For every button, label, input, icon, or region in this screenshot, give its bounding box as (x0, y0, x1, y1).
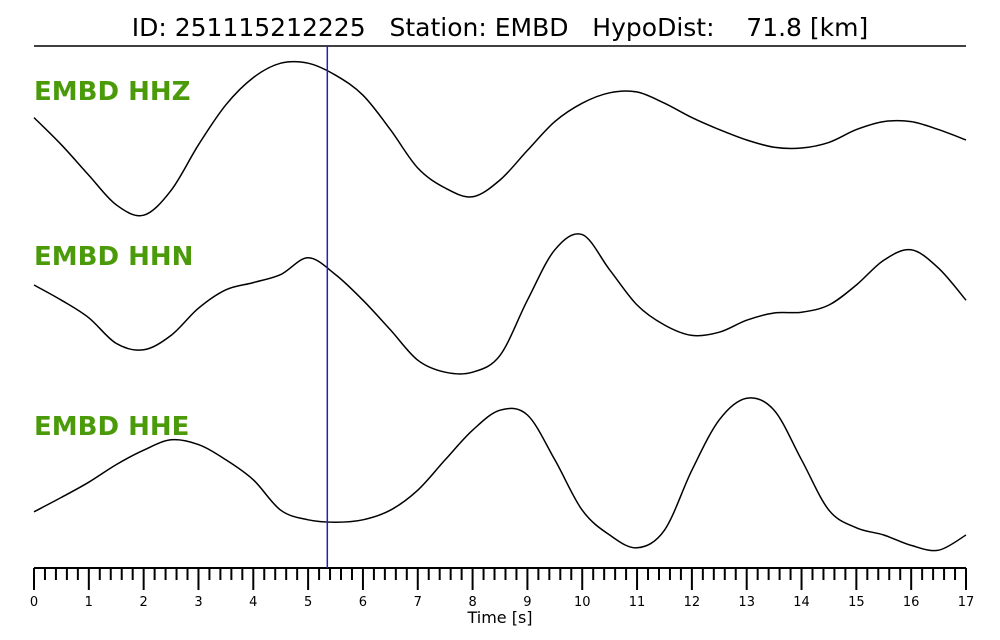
x-tick-label: 11 (629, 595, 646, 610)
x-tick-label: 14 (793, 595, 810, 610)
trace (33, 60, 967, 217)
trace (33, 233, 967, 375)
trace-label: EMBD HHN (34, 242, 193, 272)
x-tick-label: 10 (574, 595, 591, 610)
x-tick-label: 17 (958, 595, 975, 610)
x-tick-label: 0 (30, 595, 38, 610)
x-tick-label: 16 (903, 595, 920, 610)
x-tick-label: 7 (414, 595, 422, 610)
x-tick-label: 12 (684, 595, 701, 610)
x-tick-label: 13 (738, 595, 755, 610)
x-tick-label: 1 (85, 595, 93, 610)
x-tick-label: 8 (468, 595, 476, 610)
x-tick-label: 9 (523, 595, 531, 610)
x-tick-label: 6 (359, 595, 367, 610)
x-tick-label: 3 (194, 595, 202, 610)
x-tick-label: 2 (140, 595, 148, 610)
chart-title: ID: 251115212225 Station: EMBD HypoDist:… (132, 13, 869, 42)
trace (33, 397, 967, 552)
x-tick-label: 5 (304, 595, 312, 610)
x-tick-label: 4 (249, 595, 257, 610)
trace-label: EMBD HHE (34, 412, 189, 442)
x-axis-label: Time [s] (466, 608, 532, 627)
x-tick-label: 15 (848, 595, 865, 610)
trace-label: EMBD HHZ (34, 77, 190, 107)
